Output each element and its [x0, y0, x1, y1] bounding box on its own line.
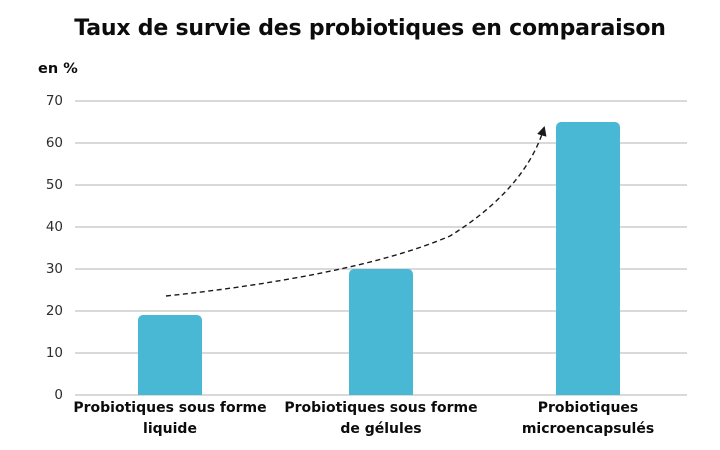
gridline	[75, 100, 687, 102]
chart-title: Taux de survie des probiotiques en compa…	[74, 16, 666, 41]
y-tick-label: 0	[54, 387, 63, 403]
y-tick-label: 10	[45, 345, 63, 361]
x-axis-label: Probiotiques sous forme de gélules	[256, 398, 506, 440]
bar-3	[556, 122, 620, 395]
x-axis-label-line: Probiotiques sous forme	[73, 400, 267, 416]
y-tick-label: 40	[45, 219, 63, 235]
y-tick-label: 20	[45, 303, 63, 319]
gridline	[75, 394, 687, 396]
y-tick-label: 60	[45, 135, 63, 151]
x-axis-label: Probiotiques sous forme liquide	[45, 398, 295, 440]
bar-2	[349, 269, 413, 395]
y-axis-unit-label: en %	[38, 61, 78, 77]
x-axis-label-line: liquide	[143, 421, 197, 437]
bar-1	[138, 315, 202, 395]
x-axis-label-line: microencapsulés	[521, 421, 655, 437]
x-axis-label-line: Probiotiques sous forme	[284, 400, 478, 416]
x-axis-label: Probiotiques microencapsulés	[463, 398, 713, 440]
y-tick-label: 30	[45, 261, 63, 277]
y-tick-label: 50	[45, 177, 63, 193]
y-tick-label: 70	[45, 93, 63, 109]
x-axis-label-line: de gélules	[340, 421, 422, 437]
x-axis-label-line: Probiotiques	[537, 400, 639, 416]
